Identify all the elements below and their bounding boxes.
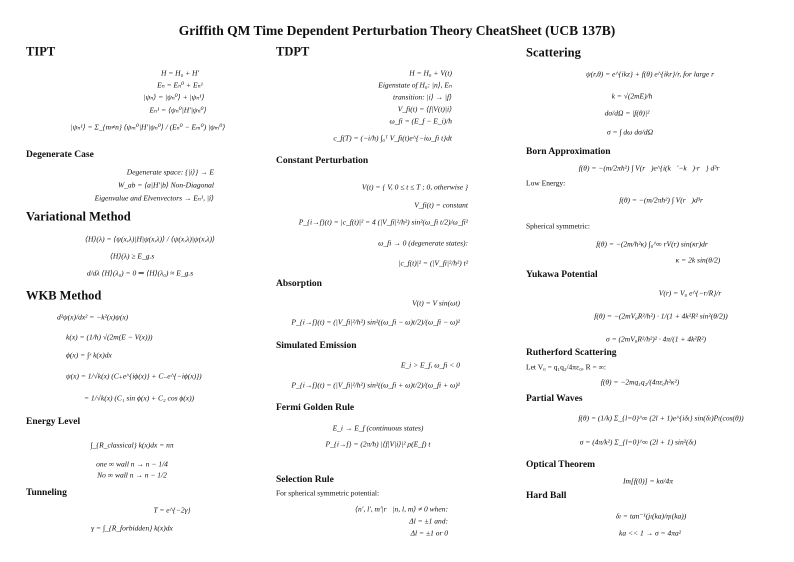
equation: P_{i→f}(t) = (|V_fi|²/ħ²) sin²((ω_fi − ω… [291, 317, 460, 327]
section-header-simulated-emission: Simulated Emission [276, 341, 357, 351]
equation: ψ(x) = 1/√k(x) (C₊e^{iϕ(x)} + C₋e^{−iϕ(x… [66, 371, 202, 381]
equation: Δl = ±1 and: [409, 516, 448, 526]
equation: P_{i→f} = (2π/ħ) |⟨f|V|i⟩|² ρ(E_f) t [325, 439, 431, 449]
equation: ϕ(x) = ∫ˣ k(x)dx [66, 350, 112, 360]
section-header-hard-ball: Hard Ball [526, 491, 567, 501]
equation: ⟨H⟩(λ) ≥ E_g.s [110, 251, 155, 261]
equation: σ = (4π/k²) Σ_{l=0}^∞ (2l + 1) sin²(δₗ) [579, 437, 697, 447]
equation: f(θ) = −(m/2πħ²) ∫ V(r⃗)d³r⃗ [619, 195, 709, 205]
equation: V(r) = V₀ e^{−r/R}/r [658, 288, 722, 298]
equation: ⟨n′, l′, m′|r⃗|n, l, m⟩ ≠ 0 when: [355, 504, 448, 514]
equation: V_fi(t) = ⟨f|V(t)|i⟩ [397, 104, 452, 114]
equation: ω_fi → 0 (degenerate states): [378, 238, 468, 248]
equation: Eₙ¹ = ⟨ψₙ⁰|H′|ψₙ⁰⟩ [149, 105, 207, 115]
section-header-scattering: Scattering [526, 45, 581, 60]
equation: V(t) = { V, 0 ≤ t ≤ T ; 0, otherwise } [361, 182, 468, 192]
section-header-energy-level: Energy Level [26, 417, 81, 427]
equation: f(θ) = −2mq₁q₂/(4πε₀ħ²κ²) [600, 377, 680, 387]
note-text: Low Energy: [526, 178, 566, 188]
equation: Eigenstate of H₀: |n⟩, Eₙ [378, 80, 452, 90]
equation: ψ(r,θ) = e^{ikz} + f(θ) e^{ikr}/r, for l… [585, 69, 715, 79]
equation: k(x) = (1/ħ) √(2m(E − V(x))) [66, 332, 153, 342]
section-header-wkb: WKB Method [26, 288, 102, 303]
section-header-tdpt: TDPT [276, 44, 310, 59]
equation: = 1/√k(x) (C₁ sin ϕ(x) + C₂ cos ϕ(x)) [84, 393, 195, 403]
equation: No ∞ wall n → n − 1/2 [97, 470, 167, 480]
section-header-partial-waves: Partial Waves [526, 394, 583, 404]
equation: one ∞ wall n → n − 1/4 [96, 459, 168, 469]
equation: |ψₙ⟩ = |ψₙ⁰⟩ + |ψₙ¹⟩ [143, 92, 205, 102]
section-header-born-approximation: Born Approximation [526, 147, 611, 157]
equation: |ψₙ¹⟩ = Σ_{m≠n} ⟨ψₘ⁰|H′|ψₙ⁰⟩ / (Eₙ⁰ − Eₘ… [70, 122, 226, 132]
section-header-tunneling: Tunneling [26, 488, 67, 498]
equation: Im[f(0)] = kσ/4π [622, 476, 674, 486]
equation: d/dλ ⟨H⟩(λ₀) = 0 ⇒ ⟨H⟩(λ₀) ≈ E_g.s [86, 268, 194, 278]
section-header-variational: Variational Method [26, 209, 131, 224]
equation: Eₙ = Eₙ⁰ + Eₙ¹ [157, 80, 203, 90]
equation: H = H₀ + H′ [160, 68, 200, 78]
equation: dσ/dΩ = |f(θ)|² [604, 108, 650, 118]
equation: γ = ∫_{R_forbidden} k(x)dx [91, 523, 173, 533]
section-header-selection-rule: Selection Rule [276, 475, 334, 485]
equation: Eigenvalue and Elvenvectors → Eₙ¹, |î⟩ [94, 193, 214, 203]
section-header-constant-perturbation: Constant Perturbation [276, 156, 369, 166]
page-title: Griffith QM Time Dependent Perturbation … [178, 23, 616, 38]
equation: E_i → E_f (continuous states) [332, 423, 424, 433]
equation: ka << 1 → σ = 4πa² [619, 528, 681, 538]
equation: V_fi(t) = constant [414, 200, 468, 210]
section-header-rutherford-scattering: Rutherford Scattering [526, 348, 617, 358]
section-header-degenerate: Degenerate Case [26, 150, 94, 160]
equation: f(θ) = (1/k) Σ_{l=0}^∞ (2l + 1)e^{iδₗ} s… [578, 413, 744, 423]
section-header-optical-theorem: Optical Theorem [526, 460, 596, 470]
equation: |c_f(t)|² = (|V_fi|²/ħ²) t² [398, 258, 468, 268]
equation: Δl = ±1 or 0 [410, 528, 448, 538]
equation: V(t) = V sin(ωt) [412, 298, 460, 308]
equation: σ = ∫ dω dσ/dΩ [606, 127, 654, 137]
equation: d²ψ(x)/dx² = −k²(x)ψ(x) [57, 312, 129, 322]
equation: E_i > E_f, ω_fi < 0 [400, 360, 460, 370]
section-header-yukawa-potential: Yukawa Potential [526, 270, 598, 280]
equation: ∫_{R_classical} k(x)dx = nπ [90, 440, 174, 450]
note-text: For spherical symmetric potential: [276, 488, 380, 498]
equation: f(θ) = −(2mV₀R²/ħ²) · 1/(1 + 4k²R² sin²(… [594, 311, 728, 321]
equation: f(θ) = −(m/2πħ²) ∫ V(r⃗)e^{i(k⃗′−k⃗)·r⃗}… [578, 163, 726, 173]
equation: k = √(2mE)/ħ [611, 91, 653, 101]
note-text: Spherical symmetric: [526, 221, 590, 231]
section-header-tipt: TIPT [26, 44, 56, 59]
equation: ⟨H⟩(λ) = ⟨ψ(x,λ)|H|ψ(x,λ)⟩ / ⟨ψ(x,λ)|ψ(x… [85, 234, 215, 244]
note-text: Let V₀ = q₁q₂/4πε₀, R = ∞: [526, 362, 607, 372]
equation: f(θ) = −(2m/ħ²κ) ∫₀^∞ rV(r) sin(κr)dr [596, 239, 708, 249]
equation: P_{i→f}(t) = |c_f(t)|² = 4 (|V_fi|²/ħ²) … [298, 217, 468, 227]
equation: W_ab = ⟨a|H′|b⟩ Non-Diagonal [117, 180, 214, 190]
equation: H = H₀ + V(t) [409, 68, 452, 78]
equation: c_f(T) = (−i/ħ) ∫₀ᵀ V_fi(t)e^{−iω_fi t}d… [333, 133, 452, 143]
section-header-absorption: Absorption [276, 279, 322, 289]
section-header-fermi-golden-rule: Fermi Golden Rule [276, 403, 355, 413]
equation: transition: |i⟩ → |f⟩ [393, 92, 452, 102]
equation: T = e^{−2γ} [153, 505, 191, 515]
equation: ω_fi = (E_f − E_i)/ħ [389, 116, 453, 126]
equation: P_{i→f}(t) = (|V_fi|²/ħ²) sin²((ω_fi + ω… [291, 380, 460, 390]
equation: Degenerate space: {|i⟩} → E [126, 167, 214, 177]
equation: κ = 2k sin(θ/2) [675, 255, 721, 265]
equation: σ = (2mV₀R²/ħ²)² · 4π/(1 + 4k²R²) [606, 334, 706, 344]
equation: δₗ = tan⁻¹(jₗ(ka)/ηₗ(ka)) [615, 511, 687, 521]
